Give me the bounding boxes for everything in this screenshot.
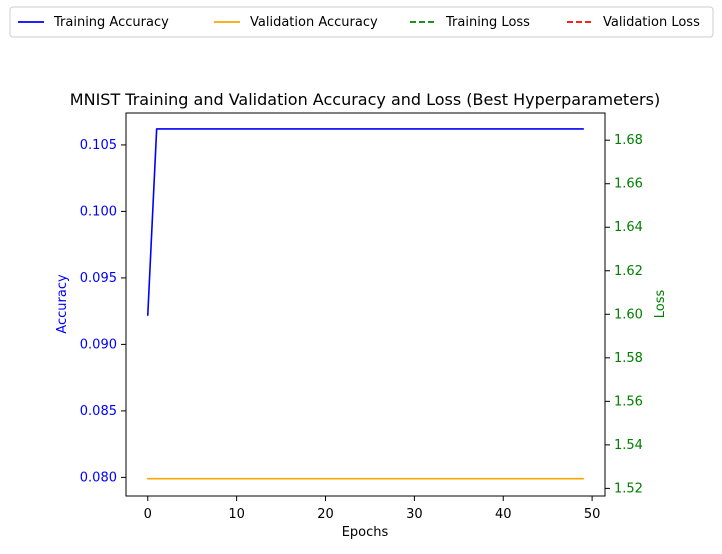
- legend: Training Accuracy Validation Accuracy Trai…: [9, 6, 714, 38]
- left-y-tick-label: 0.090: [80, 337, 117, 352]
- left-y-tick-label: 0.100: [80, 204, 117, 219]
- x-tick-label: 30: [406, 507, 423, 522]
- x-tick-label: 40: [495, 507, 512, 522]
- x-tick-label: 10: [228, 507, 245, 522]
- x-axis-label: Epochs: [342, 525, 389, 540]
- right-y-tick-label: 1.60: [614, 307, 643, 322]
- right-y-tick-label: 1.64: [614, 220, 643, 235]
- legend-label-training-loss: Training Loss: [445, 15, 530, 30]
- chart-title: MNIST Training and Validation Accuracy a…: [70, 90, 660, 109]
- left-y-tick-label: 0.095: [80, 271, 117, 286]
- plot-frame: [125, 112, 606, 497]
- x-tick-label: 0: [144, 507, 152, 522]
- plot-area: 0 10 20 30 40 50 0.080 0.085 0.090 0.095 0.100 0.10…: [80, 112, 643, 522]
- right-y-tick-label: 1.58: [614, 351, 643, 366]
- left-y-tick-label: 0.085: [80, 404, 117, 419]
- legend-label-validation-accuracy: Validation Accuracy: [250, 15, 378, 30]
- right-y-tick-label: 1.56: [614, 394, 643, 409]
- right-y-tick-label: 1.62: [614, 264, 643, 279]
- x-tick-label: 50: [584, 507, 601, 522]
- series-group: [146, 128, 585, 480]
- legend-frame: [9, 6, 714, 38]
- right-y-tick-label: 1.68: [614, 133, 643, 148]
- series-line-training-accuracy: [146, 128, 585, 316]
- x-tick-label: 20: [317, 507, 334, 522]
- legend-label-training-accuracy: Training Accuracy: [53, 15, 169, 30]
- axes-group: 0 10 20 30 40 50 0.080 0.085 0.090 0.095 0.100 0.10…: [80, 133, 643, 522]
- right-y-tick-label: 1.66: [614, 177, 643, 192]
- left-y-tick-label: 0.105: [80, 138, 117, 153]
- legend-label-validation-loss: Validation Loss: [603, 15, 700, 30]
- right-y-axis-label: Loss: [653, 290, 668, 319]
- left-y-axis-label: Accuracy: [55, 274, 70, 334]
- left-y-tick-label: 0.080: [80, 470, 117, 485]
- right-y-tick-label: 1.52: [614, 481, 643, 496]
- right-y-tick-label: 1.54: [614, 438, 643, 453]
